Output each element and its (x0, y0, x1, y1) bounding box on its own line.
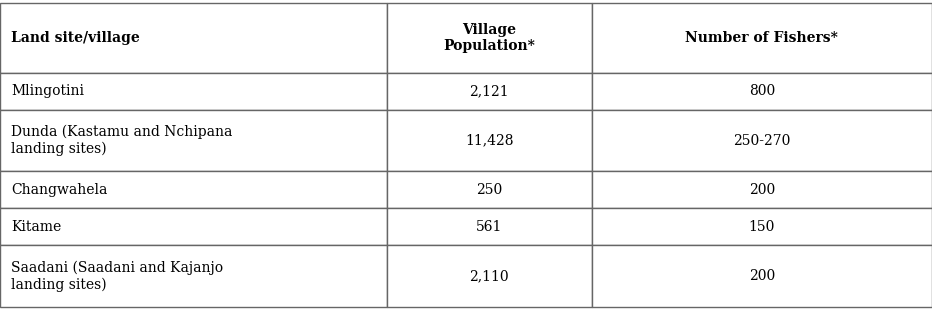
Bar (592, 73, 932, 110)
Bar (387, 73, 592, 110)
Text: 150: 150 (748, 220, 775, 234)
Text: 250: 250 (476, 183, 502, 197)
Bar (592, 171, 932, 208)
Bar (592, 246, 932, 307)
Text: 200: 200 (748, 269, 775, 283)
Bar (0, 208, 387, 246)
Bar (0, 246, 387, 307)
Text: 11,428: 11,428 (465, 134, 514, 148)
Bar (592, 208, 932, 246)
Bar (592, 110, 932, 171)
Text: Land site/village: Land site/village (11, 31, 140, 45)
Bar (387, 208, 592, 246)
Bar (0, 73, 387, 110)
Bar (387, 3, 592, 73)
Text: 800: 800 (748, 84, 775, 98)
Text: 200: 200 (748, 183, 775, 197)
Text: 250-270: 250-270 (733, 134, 790, 148)
Bar (0, 110, 387, 171)
Bar (592, 3, 932, 73)
Text: Village
Population*: Village Population* (444, 23, 535, 53)
Text: Number of Fishers*: Number of Fishers* (685, 31, 839, 45)
Text: 561: 561 (476, 220, 502, 234)
Text: Saadani (Saadani and Kajanjo
landing sites): Saadani (Saadani and Kajanjo landing sit… (11, 261, 224, 292)
Text: Kitame: Kitame (11, 220, 62, 234)
Text: 2,110: 2,110 (470, 269, 509, 283)
Bar (0, 3, 387, 73)
Text: 2,121: 2,121 (470, 84, 509, 98)
Bar (387, 246, 592, 307)
Bar (0, 171, 387, 208)
Bar (387, 110, 592, 171)
Text: Changwahela: Changwahela (11, 183, 107, 197)
Bar (387, 171, 592, 208)
Text: Dunda (Kastamu and Nchipana
landing sites): Dunda (Kastamu and Nchipana landing site… (11, 125, 233, 156)
Text: Mlingotini: Mlingotini (11, 84, 84, 98)
